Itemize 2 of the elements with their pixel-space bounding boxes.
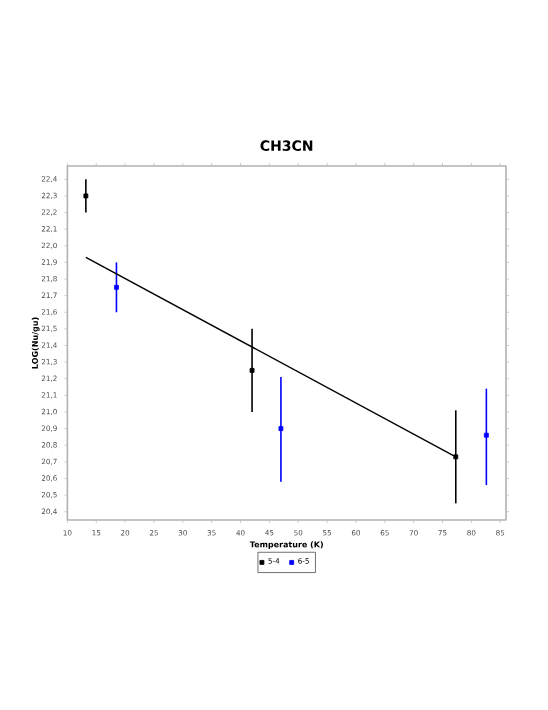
point	[83, 193, 89, 199]
point	[453, 454, 459, 460]
